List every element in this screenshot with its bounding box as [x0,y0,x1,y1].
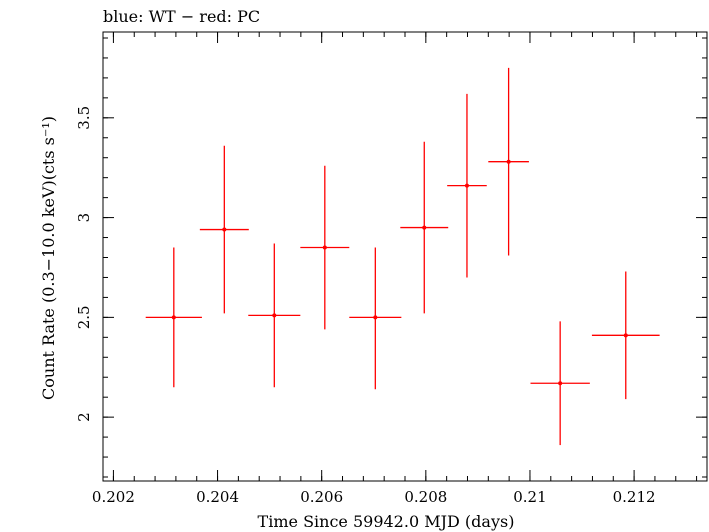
x-axis-label: Time Since 59942.0 MJD (days) [258,512,515,531]
data-point [145,247,202,388]
y-tick-label: 3 [75,213,93,223]
data-point [349,247,402,390]
x-tick-label: 0.21 [513,488,546,506]
data-marker [272,313,277,318]
y-tick-label: 2 [75,412,93,422]
y-tick-label: 3.5 [75,106,93,130]
data-point [591,271,660,400]
x-tick-label: 0.204 [196,488,239,506]
data-point [300,165,350,330]
data-point [199,145,249,314]
y-axis: 2 2.5 3 3.5 [75,37,707,478]
data-marker [464,183,469,188]
chart-title: blue: WT − red: PC [103,7,260,26]
x-tick-label: 0.208 [404,488,447,506]
x-tick-label: 0.212 [613,488,656,506]
data-marker [222,227,227,232]
data-point [488,67,529,256]
data-point [530,321,590,446]
data-series-pc [145,67,660,446]
x-axis: 0.202 0.204 0.206 0.208 0.21 0.212 [92,32,698,506]
data-marker [171,315,176,320]
data-point [447,93,487,278]
data-marker [558,381,563,386]
data-marker [506,159,511,164]
data-marker [373,315,378,320]
data-point [400,141,449,314]
x-tick-label: 0.202 [92,488,135,506]
data-marker [623,333,628,338]
y-axis-label: Count Rate (0.3−10.0 keV)(cts s⁻¹) [39,116,58,400]
x-tick-label: 0.206 [300,488,343,506]
data-point [248,243,301,388]
data-marker [322,245,327,250]
data-marker [422,225,427,230]
plot-frame [102,31,708,482]
y-tick-label: 2.5 [75,305,93,329]
